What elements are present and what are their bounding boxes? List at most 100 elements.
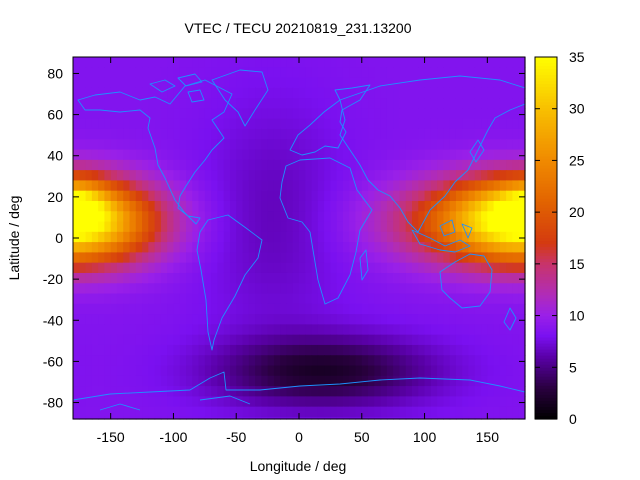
heatmap-cell	[179, 365, 187, 377]
heatmap-cell	[386, 324, 394, 336]
heatmap-cell	[342, 365, 350, 377]
heatmap-cell	[330, 200, 338, 212]
heatmap-cell	[499, 211, 507, 223]
heatmap-cell	[204, 231, 212, 243]
heatmap-cell	[380, 365, 388, 377]
heatmap-cell	[110, 416, 118, 420]
heatmap-cell	[355, 293, 363, 305]
heatmap-cell	[123, 344, 131, 356]
heatmap-cell	[405, 87, 413, 99]
heatmap-cell	[368, 344, 375, 356]
colorbar-slice	[535, 319, 557, 324]
heatmap-cell	[468, 200, 476, 212]
heatmap-cell	[518, 283, 526, 295]
heatmap-cell	[386, 200, 394, 212]
heatmap-cell	[493, 303, 501, 315]
heatmap-cell	[506, 416, 514, 420]
heatmap-cell	[248, 355, 256, 367]
heatmap-cell	[255, 365, 262, 377]
heatmap-cell	[443, 283, 451, 295]
heatmap-cell	[248, 416, 256, 420]
heatmap-cell	[261, 252, 269, 264]
heatmap-cell	[512, 242, 520, 253]
heatmap-cell	[361, 200, 369, 212]
heatmap-cell	[273, 170, 281, 182]
heatmap-cell	[204, 334, 212, 346]
heatmap-cell	[236, 365, 244, 377]
heatmap-cell	[349, 77, 357, 89]
heatmap-cell	[437, 139, 444, 151]
heatmap-cell	[474, 324, 482, 336]
heatmap-cell	[430, 252, 438, 264]
heatmap-cell	[512, 272, 520, 284]
heatmap-cell	[167, 272, 175, 284]
heatmap-cell	[273, 128, 281, 140]
heatmap-cell	[229, 108, 237, 120]
heatmap-cell	[129, 293, 137, 305]
heatmap-cell	[85, 252, 93, 264]
heatmap-cell	[179, 139, 187, 151]
heatmap-cell	[198, 67, 206, 79]
heatmap-cell	[418, 386, 426, 397]
heatmap-cell	[462, 57, 470, 68]
heatmap-cell	[386, 375, 394, 387]
heatmap-cell	[512, 190, 520, 202]
heatmap-cell	[167, 293, 175, 305]
heatmap-cell	[135, 365, 143, 377]
heatmap-cell	[386, 365, 394, 377]
heatmap-cell	[487, 416, 495, 420]
heatmap-cell	[229, 252, 237, 264]
heatmap-cell	[399, 67, 407, 79]
heatmap-cell	[412, 221, 419, 233]
heatmap-cell	[386, 118, 394, 130]
heatmap-cell	[393, 221, 401, 233]
heatmap-cell	[468, 170, 476, 182]
heatmap-cell	[198, 221, 206, 233]
heatmap-cell	[324, 365, 331, 377]
heatmap-cell	[330, 252, 338, 264]
y-tick-label: -80	[43, 395, 63, 411]
heatmap-cell	[349, 406, 357, 418]
heatmap-cell	[79, 314, 87, 325]
colorbar-slice	[535, 213, 557, 218]
heatmap-cell	[468, 344, 476, 356]
heatmap-cell	[462, 416, 470, 420]
heatmap-cell	[148, 98, 156, 110]
heatmap-cell	[349, 344, 357, 356]
heatmap-cell	[135, 252, 143, 264]
heatmap-cell	[361, 344, 369, 356]
heatmap-cell	[430, 283, 438, 295]
heatmap-cell	[412, 303, 419, 315]
heatmap-cell	[455, 406, 463, 418]
heatmap-cell	[386, 98, 394, 110]
heatmap-cell	[167, 344, 175, 356]
colorbar-slice	[535, 192, 557, 197]
heatmap-cell	[342, 375, 350, 387]
heatmap-cell	[192, 149, 200, 161]
heatmap-cell	[242, 303, 250, 315]
heatmap-cell	[135, 149, 143, 161]
heatmap-cell	[204, 396, 212, 408]
heatmap-cell	[462, 324, 470, 336]
heatmap-cell	[305, 396, 313, 408]
heatmap-cell	[223, 98, 231, 110]
heatmap-cell	[110, 396, 118, 408]
heatmap-cell	[273, 149, 281, 161]
heatmap-cell	[198, 396, 206, 408]
heatmap-cell	[248, 77, 256, 89]
heatmap-cell	[342, 303, 350, 315]
heatmap-cell	[518, 344, 526, 356]
heatmap-cell	[160, 283, 168, 295]
heatmap-cell	[443, 242, 451, 253]
heatmap-cell	[324, 139, 331, 151]
heatmap-cell	[393, 139, 401, 151]
heatmap-cell	[91, 128, 99, 140]
heatmap-cell	[85, 77, 93, 89]
heatmap-cell	[324, 87, 331, 99]
heatmap-cell	[173, 108, 181, 120]
heatmap-cell	[123, 139, 131, 151]
colorbar-slice	[535, 204, 557, 209]
heatmap-cell	[443, 293, 451, 305]
heatmap-cell	[355, 406, 363, 418]
heatmap-cell	[518, 355, 526, 367]
